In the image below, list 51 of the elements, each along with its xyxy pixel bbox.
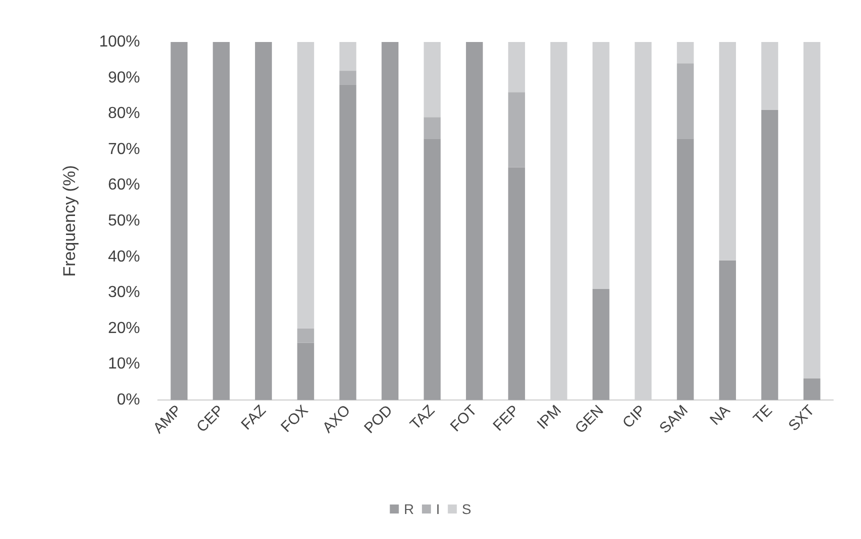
bar xyxy=(761,110,778,400)
bar xyxy=(424,117,441,139)
bar xyxy=(761,42,778,110)
bar xyxy=(297,342,314,400)
bar xyxy=(508,167,526,400)
y-tick-label: 90% xyxy=(108,69,140,86)
bar xyxy=(212,42,230,400)
bar xyxy=(803,378,820,400)
y-tick-label: 50% xyxy=(108,212,140,230)
bar xyxy=(255,42,272,400)
bar xyxy=(339,84,356,400)
bar xyxy=(592,289,610,400)
x-tick-label: CEP xyxy=(193,402,228,436)
y-axis-title: Frequency (%) xyxy=(60,165,79,277)
legend-label: R xyxy=(404,501,414,517)
bar xyxy=(719,42,736,260)
x-tick-label: FAZ xyxy=(238,402,270,434)
y-tick-label: 60% xyxy=(108,176,140,194)
bar xyxy=(466,42,483,400)
bar xyxy=(170,42,188,400)
x-tick-label: TE xyxy=(750,402,776,428)
x-tick-label: FEP xyxy=(490,402,523,435)
y-tick-label: 0% xyxy=(116,392,140,408)
bar xyxy=(592,42,610,290)
bar xyxy=(339,70,356,85)
bar xyxy=(676,42,694,64)
y-tick-label: 100% xyxy=(99,34,140,50)
y-tick-label: 70% xyxy=(108,140,140,158)
bar xyxy=(508,92,526,168)
bar xyxy=(803,42,820,379)
y-tick-label: 80% xyxy=(108,105,140,122)
bar xyxy=(339,42,356,71)
y-tick-label: 30% xyxy=(108,284,140,302)
bar xyxy=(719,260,736,400)
bar xyxy=(297,328,314,343)
bar xyxy=(508,42,526,92)
bar xyxy=(676,138,694,400)
x-tick-label: CIP xyxy=(619,402,650,432)
x-tick-label: NA xyxy=(706,402,734,429)
x-tick-label: TAZ xyxy=(406,402,438,434)
bar xyxy=(297,42,314,328)
bar xyxy=(424,42,441,118)
legend-label: I xyxy=(436,501,440,517)
bar xyxy=(676,63,694,139)
y-tick-label: 10% xyxy=(108,356,140,373)
bar xyxy=(424,138,441,400)
y-tick-label: 20% xyxy=(108,320,140,337)
y-tick-label: 40% xyxy=(108,248,140,266)
x-tick-label: IPM xyxy=(534,402,565,433)
bar xyxy=(382,42,398,400)
legend-label: S xyxy=(462,501,472,517)
